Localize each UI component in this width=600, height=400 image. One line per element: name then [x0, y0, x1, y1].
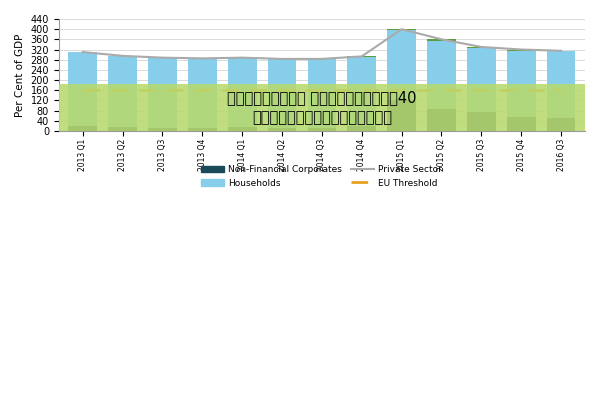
Bar	[347, 126, 376, 131]
Bar	[188, 58, 217, 131]
Bar	[108, 56, 137, 127]
Bar	[68, 52, 97, 131]
Bar	[467, 47, 496, 131]
Bar	[507, 117, 536, 131]
Bar	[268, 59, 296, 131]
Bar	[268, 128, 296, 131]
Bar	[427, 41, 456, 109]
Bar	[347, 56, 376, 131]
Bar	[108, 127, 137, 131]
Bar	[68, 52, 97, 126]
Bar	[308, 59, 336, 128]
Bar	[427, 109, 456, 131]
Bar	[387, 30, 416, 100]
Y-axis label: Per Cent of GDP: Per Cent of GDP	[15, 33, 25, 117]
Bar	[148, 58, 177, 131]
Bar	[188, 128, 217, 131]
Bar	[427, 39, 456, 131]
Bar	[547, 51, 575, 131]
Bar	[547, 118, 575, 131]
Bar	[387, 100, 416, 131]
Bar	[148, 128, 177, 131]
Bar	[59, 84, 585, 131]
Bar	[228, 127, 257, 131]
Bar	[507, 51, 536, 117]
Bar	[188, 58, 217, 128]
Bar	[268, 59, 296, 128]
Bar	[108, 56, 137, 131]
Bar	[308, 59, 336, 131]
Bar	[547, 51, 575, 118]
Bar	[507, 50, 536, 131]
Bar	[228, 58, 257, 127]
Bar	[347, 57, 376, 126]
Bar	[308, 128, 336, 131]
Bar	[387, 29, 416, 131]
Bar	[68, 126, 97, 131]
Bar	[467, 48, 496, 112]
Legend: Non-Financial Corporates, Households, Private Sector, EU Threshold: Non-Financial Corporates, Households, Pr…	[198, 162, 446, 191]
Bar	[148, 58, 177, 128]
Text: 炒股配资是怎么回事 北向资金全天净卖出趄40
亿元，汇川技术、恒瑞医药等获加仓: 炒股配资是怎么回事 北向资金全天净卖出趄40 亿元，汇川技术、恒瑞医药等获加仓	[227, 90, 416, 125]
Bar	[228, 58, 257, 131]
Bar	[467, 112, 496, 131]
